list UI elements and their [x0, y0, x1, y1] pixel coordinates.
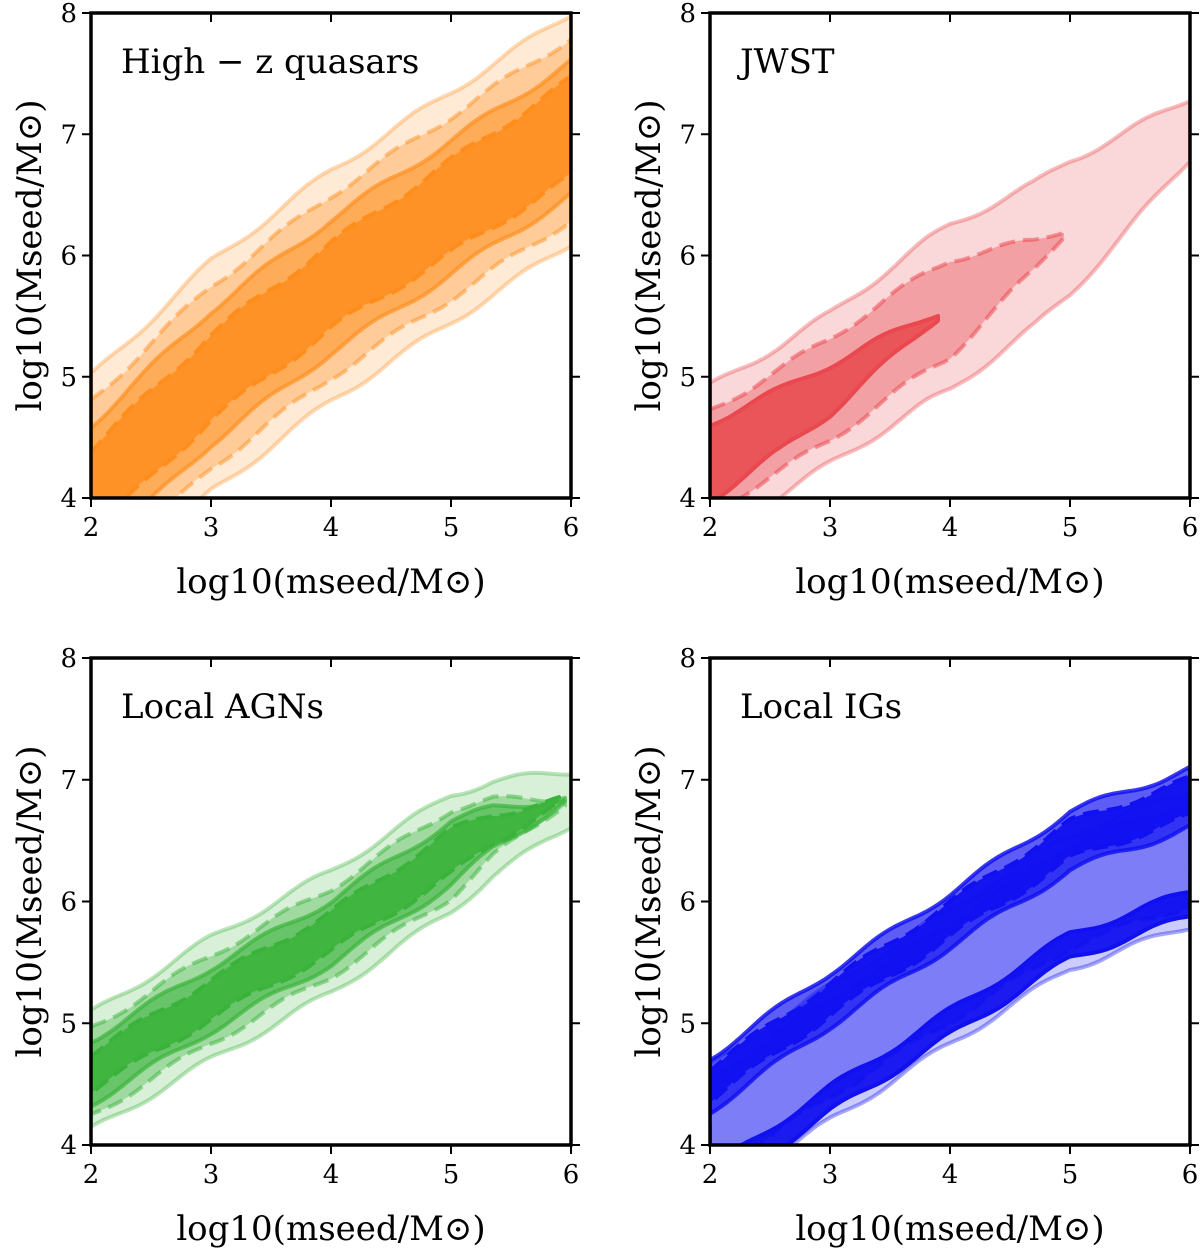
contour-level-4 — [91, 74, 571, 498]
y-axis-label: log10(Mseed/M⊙) — [629, 746, 669, 1058]
x-tick-label: 3 — [822, 1160, 839, 1190]
x-tick-label: 3 — [203, 513, 220, 543]
x-tick-label: 5 — [1062, 513, 1079, 543]
x-tick-label: 2 — [83, 1160, 100, 1190]
y-tick-label: 4 — [679, 484, 696, 514]
y-tick-label: 8 — [679, 644, 696, 674]
y-tick-label: 7 — [60, 766, 77, 796]
y-tick-label: 8 — [60, 0, 77, 29]
panel-title: Local AGNs — [121, 687, 324, 727]
x-tick-label: 3 — [203, 1160, 220, 1190]
x-tick-label: 3 — [822, 513, 839, 543]
x-tick-label: 4 — [942, 1160, 959, 1190]
y-axis-label: log10(Mseed/M⊙) — [10, 100, 50, 412]
x-axis-label: log10(mseed/M⊙) — [795, 562, 1104, 602]
y-tick-label: 5 — [679, 363, 696, 393]
x-tick-label: 2 — [83, 513, 100, 543]
y-tick-label: 6 — [679, 888, 696, 918]
contour-level-4 — [91, 795, 561, 1096]
x-tick-label: 5 — [1062, 1160, 1079, 1190]
x-tick-label: 2 — [702, 1160, 719, 1190]
y-tick-label: 6 — [60, 242, 77, 272]
y-tick-label: 5 — [60, 363, 77, 393]
x-tick-label: 4 — [323, 1160, 340, 1190]
y-axis-label: log10(Mseed/M⊙) — [10, 746, 50, 1058]
y-tick-label: 8 — [60, 644, 77, 674]
contour-level-2 — [710, 802, 1190, 1145]
y-tick-label: 7 — [679, 120, 696, 150]
y-tick-label: 4 — [679, 1131, 696, 1161]
x-tick-label: 6 — [1182, 1160, 1199, 1190]
x-tick-label: 4 — [323, 513, 340, 543]
contour-bands — [710, 764, 1190, 1145]
y-tick-label: 5 — [60, 1009, 77, 1039]
panel-2: 2 3 4 5 6 4 5 6 7 8 JWST log10(mseed/M⊙) log10(Mseed… — [629, 0, 1199, 602]
x-tick-label: 6 — [563, 513, 580, 543]
x-axis-label: log10(mseed/M⊙) — [176, 562, 485, 602]
x-axis-label: log10(mseed/M⊙) — [176, 1209, 485, 1249]
contour-level-4 — [710, 774, 1190, 1105]
y-tick-label: 8 — [679, 0, 696, 29]
y-tick-label: 5 — [679, 1009, 696, 1039]
y-tick-label: 4 — [60, 484, 77, 514]
y-tick-label: 6 — [679, 242, 696, 272]
panel-title: High − z quasars — [121, 42, 419, 82]
x-axis-label: log10(mseed/M⊙) — [795, 1209, 1104, 1249]
contour-level-5 — [737, 890, 1190, 1145]
y-tick-label: 4 — [60, 1131, 77, 1161]
y-tick-label: 7 — [60, 120, 77, 150]
y-tick-label: 6 — [60, 888, 77, 918]
x-tick-label: 4 — [942, 513, 959, 543]
x-tick-label: 5 — [443, 513, 460, 543]
panel-4: 2 3 4 5 6 4 5 6 7 8 Local IGs log10(mseed/M⊙) log10(… — [629, 644, 1199, 1249]
x-tick-label: 2 — [702, 513, 719, 543]
contour-bands — [710, 99, 1190, 498]
x-tick-label: 6 — [563, 1160, 580, 1190]
panel-3: 2 3 4 5 6 4 5 6 7 8 Local AGNs log10(mseed/M⊙) log10… — [10, 644, 580, 1249]
contour-bands — [91, 14, 571, 498]
contour-bands — [91, 770, 571, 1129]
y-axis-label: log10(Mseed/M⊙) — [629, 100, 669, 412]
y-tick-label: 7 — [679, 766, 696, 796]
contour-level-3 — [710, 314, 940, 498]
panel-title: JWST — [737, 42, 835, 82]
panel-1: 2 3 4 5 6 4 5 6 7 8 High − z quasars log10(mseed/M⊙… — [10, 0, 580, 602]
x-tick-label: 6 — [1182, 513, 1199, 543]
panel-title: Local IGs — [740, 687, 902, 727]
x-tick-label: 5 — [443, 1160, 460, 1190]
